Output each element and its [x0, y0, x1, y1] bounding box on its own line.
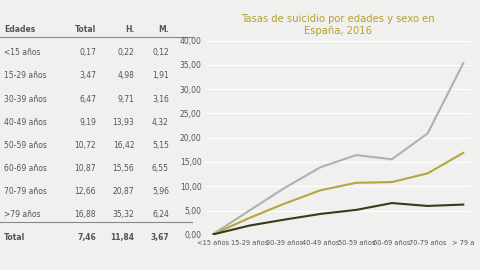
Text: 15-29 años: 15-29 años [4, 72, 47, 80]
Text: 35,32: 35,32 [113, 210, 134, 219]
Text: M.: M. [158, 25, 169, 34]
Text: 30-39 años: 30-39 años [4, 94, 47, 104]
Text: 11,84: 11,84 [110, 234, 134, 242]
Text: 15,56: 15,56 [113, 164, 134, 173]
Text: 5,15: 5,15 [152, 141, 169, 150]
Text: 3,47: 3,47 [79, 72, 96, 80]
Text: 10,72: 10,72 [74, 141, 96, 150]
Text: 50-59 años: 50-59 años [4, 141, 47, 150]
Text: 1,91: 1,91 [152, 72, 169, 80]
Text: 9,71: 9,71 [118, 94, 134, 104]
Text: 6,55: 6,55 [152, 164, 169, 173]
Text: Edades: Edades [4, 25, 35, 34]
Text: 20,87: 20,87 [113, 187, 134, 196]
Text: 3,67: 3,67 [150, 234, 169, 242]
Text: <15 años: <15 años [4, 48, 40, 57]
Text: 4,32: 4,32 [152, 118, 169, 127]
Text: 5,96: 5,96 [152, 187, 169, 196]
Text: Total: Total [75, 25, 96, 34]
Text: 7,46: 7,46 [77, 234, 96, 242]
Text: 40-49 años: 40-49 años [4, 118, 47, 127]
Text: 70-79 años: 70-79 años [4, 187, 47, 196]
Text: 0,17: 0,17 [79, 48, 96, 57]
Text: 6,24: 6,24 [152, 210, 169, 219]
Text: 0,22: 0,22 [118, 48, 134, 57]
Text: 0,12: 0,12 [152, 48, 169, 57]
Text: 13,93: 13,93 [113, 118, 134, 127]
Text: 9,19: 9,19 [79, 118, 96, 127]
Text: 12,66: 12,66 [74, 187, 96, 196]
Text: Total: Total [4, 234, 25, 242]
Text: 10,87: 10,87 [74, 164, 96, 173]
Text: 60-69 años: 60-69 años [4, 164, 47, 173]
Text: H.: H. [125, 25, 134, 34]
Text: 4,98: 4,98 [118, 72, 134, 80]
Title: Tasas de suicidio por edades y sexo en
España, 2016: Tasas de suicidio por edades y sexo en E… [241, 14, 435, 36]
Text: 3,16: 3,16 [152, 94, 169, 104]
Text: 6,47: 6,47 [79, 94, 96, 104]
Text: 16,88: 16,88 [74, 210, 96, 219]
Text: 16,42: 16,42 [113, 141, 134, 150]
Text: >79 años: >79 años [4, 210, 40, 219]
